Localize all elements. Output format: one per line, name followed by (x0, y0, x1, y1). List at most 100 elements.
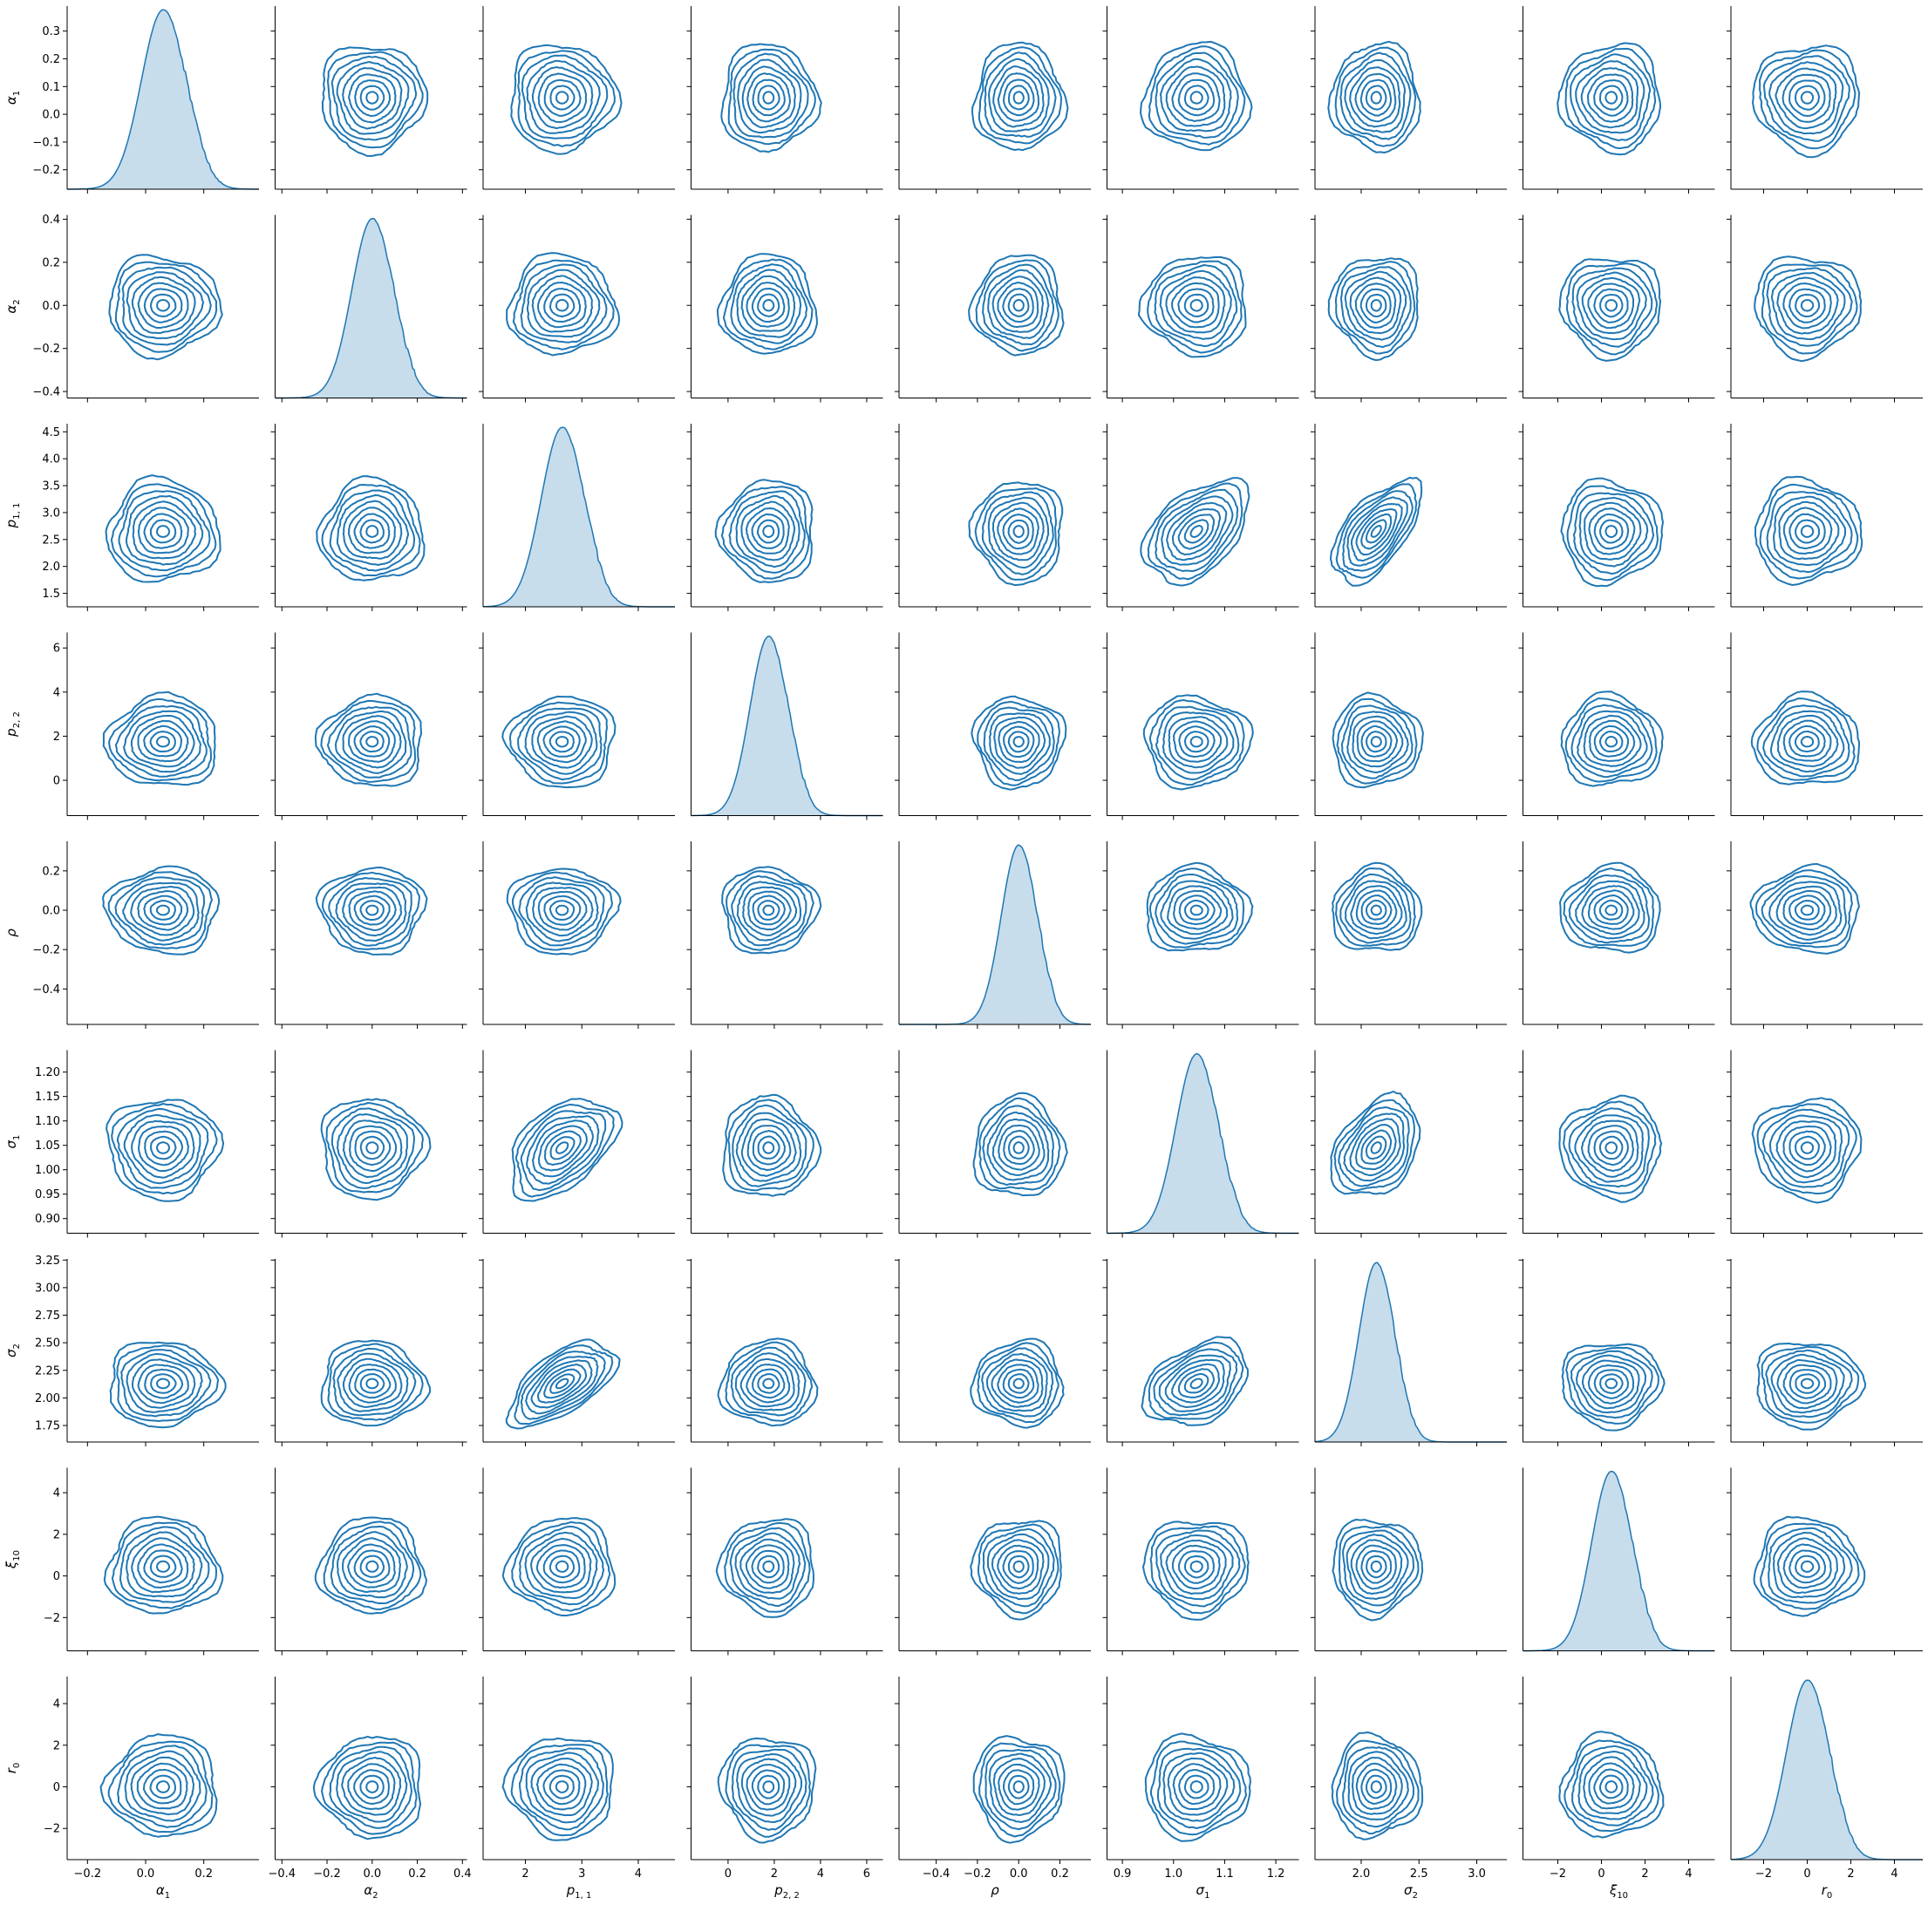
contour-level-6 (1770, 1353, 1845, 1414)
contour-level-6 (987, 269, 1050, 339)
panel-sigma2-vs-xi10 (1518, 1259, 1715, 1446)
contour-level-3 (353, 513, 391, 549)
contour-level-7 (120, 1349, 212, 1418)
contour-level-9 (1754, 255, 1863, 363)
contour-level-1 (1012, 525, 1025, 538)
contour-level-8 (977, 1523, 1059, 1615)
contour-level-3 (1002, 514, 1034, 550)
contour-level-1 (1012, 736, 1025, 748)
contour-level-8 (1761, 1345, 1860, 1424)
contour-level-4 (1782, 1543, 1832, 1589)
contour-level-4 (138, 1126, 189, 1173)
y-axis-label-sigma1: σ1 (3, 1135, 22, 1149)
contour-level-3 (1002, 288, 1034, 323)
contour-level-3 (751, 288, 786, 323)
contours-alpha1-vs-rho (971, 41, 1069, 152)
contour-level-9 (1754, 475, 1863, 586)
contour-level-5 (530, 1537, 592, 1594)
contours-p22-vs-rho (971, 695, 1067, 791)
contour-level-1 (155, 736, 170, 748)
kde-line-alpha2 (275, 217, 467, 399)
contour-level-7 (518, 876, 605, 947)
contour-level-6 (986, 1352, 1048, 1412)
contour-level-9 (1142, 694, 1254, 791)
x-tick-label-rho: −0.4 (923, 1867, 950, 1881)
contour-level-1 (155, 1141, 170, 1154)
contour-level-3 (1593, 1130, 1629, 1167)
contour-level-9 (501, 695, 617, 789)
contour-level-1 (1604, 1378, 1618, 1390)
contour-level-9 (316, 475, 426, 582)
contour-level-4 (1171, 1363, 1221, 1404)
contour-level-7 (519, 1525, 605, 1606)
contour-level-8 (726, 870, 814, 951)
contour-level-6 (526, 59, 601, 134)
contour-level-7 (117, 1745, 208, 1828)
panel-alpha1-vs-r0 (1727, 6, 1923, 194)
contour-level-8 (1336, 1739, 1420, 1835)
contour-level-5 (342, 715, 402, 769)
contour-level-9 (1142, 1520, 1250, 1621)
y-tick-label-xi10: 2 (53, 1528, 60, 1541)
panel-sigma1-vs-alpha1: 0.90 0.95 1.00 1.05 1.10 1.15 1.20 σ1 (3, 1050, 259, 1238)
x-axis-label-r0: r0 (1822, 1882, 1833, 1901)
kde-area-p11 (483, 427, 675, 607)
contour-level-1 (156, 1560, 171, 1573)
contour-level-1 (1370, 1780, 1382, 1793)
contour-level-5 (1775, 1120, 1837, 1179)
contour-level-7 (1154, 264, 1238, 347)
contour-level-5 (342, 1119, 403, 1179)
contour-level-7 (114, 704, 208, 778)
contour-level-5 (1165, 276, 1226, 334)
contour-level-9 (506, 867, 622, 956)
contour-level-5 (740, 1758, 797, 1817)
contours-xi10-vs-alpha1 (103, 1515, 224, 1615)
contours-sigma1-vs-rho (972, 1092, 1068, 1197)
x-axis-label-alpha2: α2 (364, 1882, 378, 1901)
contour-level-9 (716, 253, 818, 355)
contour-level-8 (322, 871, 420, 950)
contours-sigma2-vs-r0 (1756, 1343, 1867, 1431)
contour-level-4 (998, 720, 1040, 763)
contour-level-9 (108, 254, 223, 361)
contour-level-4 (538, 1125, 588, 1172)
contour-level-9 (322, 46, 429, 157)
panel-rho-vs-sigma1 (1102, 841, 1299, 1029)
contour-level-6 (736, 1753, 802, 1823)
panel-rho-vs-alpha1: −0.4 −0.2 0.0 0.2 ρ (3, 841, 259, 1029)
contours-rho-vs-p22 (721, 866, 822, 955)
contour-level-7 (732, 1104, 807, 1187)
contour-level-8 (511, 1520, 611, 1612)
contour-level-7 (330, 1525, 415, 1604)
contour-level-5 (1167, 1757, 1229, 1816)
panel-p11-vs-rho (895, 424, 1091, 611)
contour-level-6 (1576, 271, 1647, 341)
contour-level-2 (1365, 1135, 1387, 1160)
contours-sigma1-vs-xi10 (1558, 1094, 1663, 1203)
contour-level-6 (734, 1532, 801, 1600)
contours-p11-vs-xi10 (1560, 477, 1664, 588)
panel-sigma1-vs-r0 (1727, 1050, 1923, 1238)
contour-level-2 (757, 1554, 780, 1579)
contour-level-9 (1756, 1343, 1867, 1431)
contour-level-9 (714, 479, 814, 583)
contour-level-3 (751, 513, 785, 549)
contour-level-4 (137, 1364, 189, 1405)
contour-level-9 (315, 867, 428, 956)
contour-level-6 (986, 1111, 1050, 1181)
contours-alpha2-vs-r0 (1754, 255, 1863, 363)
contour-level-6 (735, 1112, 802, 1182)
contour-level-4 (745, 507, 790, 554)
kde-area-r0 (1731, 1680, 1923, 1860)
contour-level-8 (977, 700, 1060, 786)
contour-level-4 (1355, 889, 1398, 930)
contour-level-3 (752, 895, 786, 926)
contour-level-3 (1593, 1369, 1629, 1399)
contour-level-1 (762, 298, 775, 312)
panel-p22-vs-p11 (479, 632, 675, 820)
contour-level-9 (1141, 1336, 1249, 1426)
contour-level-6 (1768, 881, 1843, 941)
panel-alpha2-vs-sigma1 (1102, 214, 1299, 403)
contour-level-3 (1360, 1549, 1393, 1584)
panel-alpha2-vs-xi10 (1518, 214, 1715, 403)
